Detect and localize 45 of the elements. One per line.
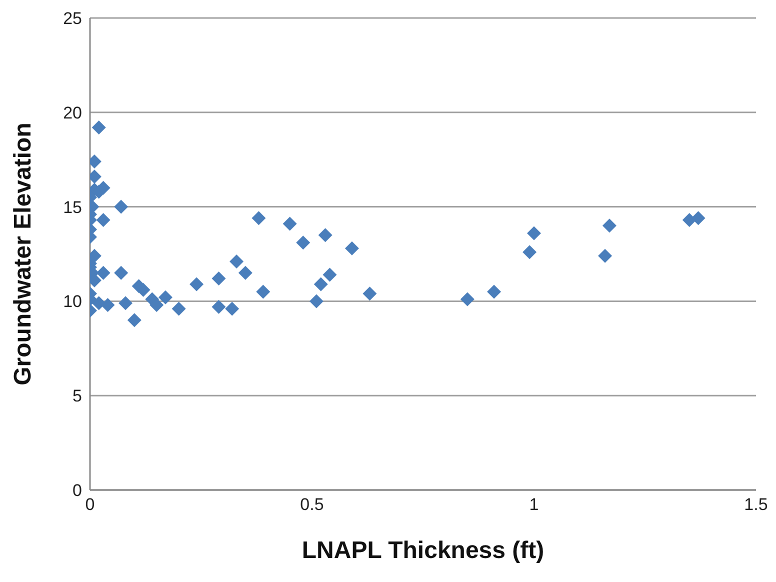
point: [527, 226, 541, 240]
point: [225, 302, 240, 316]
x-axis-title: LNAPL Thickness (ft): [302, 537, 544, 564]
point: [309, 294, 324, 308]
y-tick-label: 20: [63, 103, 82, 122]
point: [212, 272, 226, 286]
point: [190, 277, 204, 292]
point: [172, 302, 186, 316]
point: [96, 213, 110, 228]
point: [522, 245, 537, 260]
point: [296, 236, 310, 250]
point: [460, 292, 474, 306]
point: [318, 228, 332, 242]
y-tick-label: 5: [72, 386, 82, 406]
y-axis-title: Groundwater Elevation: [10, 122, 37, 386]
point: [322, 268, 337, 282]
x-tick-label: 0: [85, 495, 95, 514]
y-tick-label: 15: [63, 198, 82, 217]
point: [487, 284, 502, 299]
point: [344, 241, 359, 256]
point: [230, 254, 244, 269]
point: [256, 284, 270, 299]
point: [100, 298, 115, 312]
y-tick-label: 0: [72, 481, 82, 500]
y-tick-label: 10: [63, 292, 82, 312]
x-tick-label: 1: [529, 495, 539, 514]
point: [598, 248, 612, 263]
x-tick-label: 0.5: [300, 495, 324, 514]
point: [691, 211, 706, 226]
point: [602, 218, 616, 233]
point: [282, 216, 297, 231]
point: [96, 266, 110, 280]
point: [362, 286, 377, 301]
y-tick-label: 25: [63, 9, 82, 28]
point: [127, 313, 142, 328]
x-tick-label: 1.5: [744, 495, 768, 514]
point: [92, 120, 106, 135]
point: [118, 296, 133, 310]
point: [238, 266, 252, 280]
point: [158, 290, 172, 304]
point: [114, 200, 128, 214]
point: [252, 211, 266, 226]
point: [212, 300, 226, 314]
point: [114, 266, 128, 280]
point: [314, 277, 328, 292]
